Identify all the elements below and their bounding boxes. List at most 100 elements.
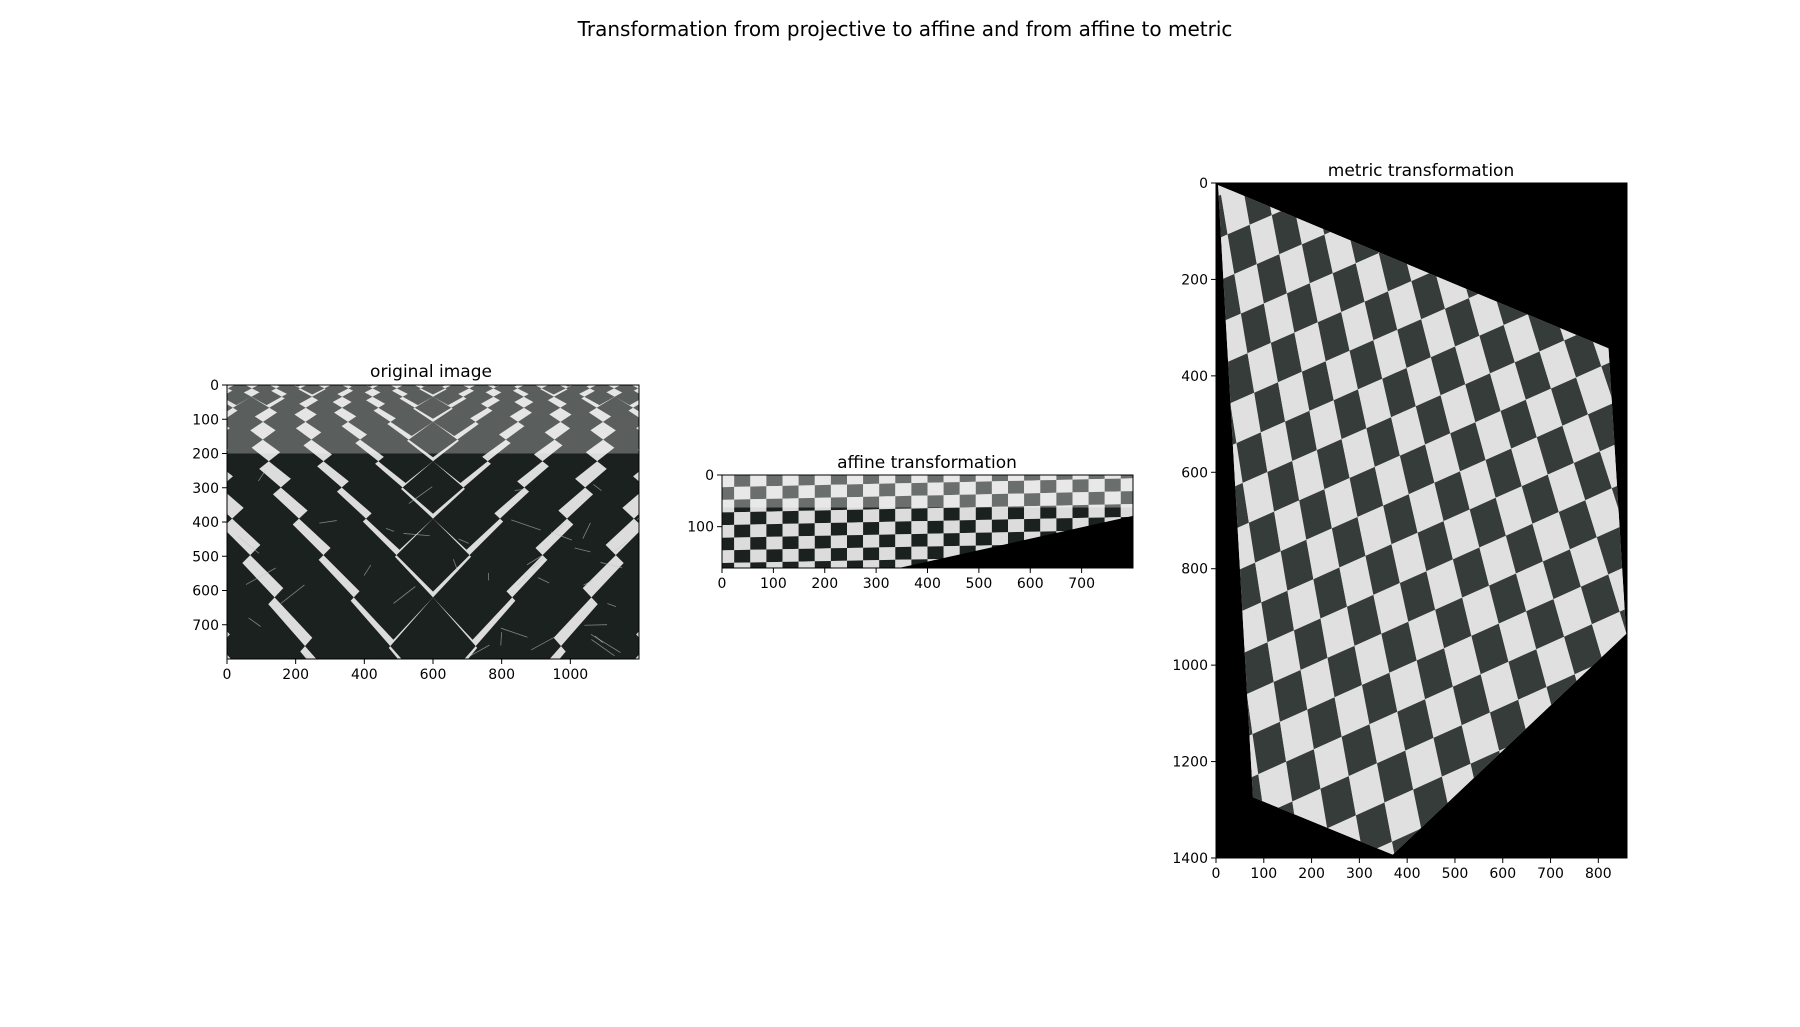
marble-vein [500,627,528,638]
checker-tile [1498,611,1537,662]
checker-tile [851,397,887,419]
checker-tile [1258,761,1293,815]
checker-tile [1348,763,1385,816]
checker-tile [1320,776,1356,829]
checker-tile [1636,550,1676,599]
checker-tile [904,382,928,394]
checker-tile [847,560,864,568]
checker-tile [959,507,976,521]
checker-tile [734,475,751,487]
checker-tile [911,508,928,522]
checker-tile [814,548,831,562]
checker-tile [1460,460,1496,510]
checker-tile [891,375,903,381]
checker-tile [975,494,992,508]
x-tick-label: 400 [351,667,378,683]
checker-tile [582,375,594,381]
checker-tile [1485,448,1522,498]
marble-vein [245,567,276,585]
checker-tile [1056,479,1073,493]
checker-tile [1325,350,1358,401]
checker-tile [847,547,864,561]
checker-tile [469,385,494,395]
checker-tile [734,562,751,568]
checker-tile [961,397,997,419]
checker-tile [34,375,46,381]
checker-tile [855,382,879,394]
marble-vein [607,603,617,607]
x-tick-label: 400 [1394,866,1421,882]
checker-tile [986,408,1029,436]
checker-tile [300,385,325,395]
checker-tile [959,481,976,495]
checker-tile [895,521,912,535]
checker-tile [782,485,799,499]
checker-tile [0,422,20,457]
checker-tile [700,422,749,457]
marble-vein [583,580,593,586]
marble-vein [514,488,526,491]
checker-tile [299,487,366,550]
checker-tile [880,382,904,394]
checker-tile [798,535,815,549]
checker-tile [165,375,177,381]
marble-vein [408,486,433,504]
checker-tile [975,475,992,482]
checker-tile [798,497,815,511]
checker-tile [1040,492,1057,506]
checker-tile [750,524,767,538]
checker-tile [145,378,163,387]
checker-tile [722,486,735,500]
checker-tile [31,519,104,592]
checker-tile [991,481,1008,495]
checker-tile [433,407,476,436]
checker-tile [284,375,296,381]
checker-tile [70,375,82,381]
checker-tile [1089,422,1138,457]
checker-tile [1688,611,1729,661]
checker-tile [1271,205,1302,255]
checker-tile [606,375,618,381]
checker-tile [857,388,887,405]
checker-tile [1056,492,1073,506]
checker-tile [1626,428,1627,477]
checker-tile [798,510,815,524]
checker-tile [127,378,145,387]
marble-vein [452,559,459,572]
checker-tile [847,496,864,510]
checker-tile [498,375,510,381]
checker-tile [130,375,142,381]
marble-vein [280,584,305,604]
checker-tile [997,397,1033,419]
checker-tile [956,378,974,387]
checker-tile [879,534,896,548]
checker-tile [534,375,546,381]
checker-tile [1415,395,1451,445]
checker-tile [1389,660,1426,712]
checker-tile [641,375,653,381]
checker-tile [1254,382,1286,433]
checker-tile [707,646,798,757]
checker-tile [1411,270,1445,320]
checker-tile [177,375,189,381]
y-tick-label: 800 [1181,562,1208,578]
checker-tile [1113,408,1156,436]
checker-tile [830,522,847,536]
checker-tile [959,494,976,508]
checker-tile [721,378,739,387]
checker-tile [1137,491,1153,504]
checker-tile [565,385,590,395]
checker-tile [665,375,677,381]
checker-tile [722,524,735,538]
checker-tile [1659,623,1700,673]
checker-tile [59,382,83,394]
checker-tile [1648,587,1688,636]
checker-tile [1278,371,1310,422]
checker-tile [1695,734,1737,784]
checker-tile [866,378,884,387]
marble-vein [537,577,550,584]
y-tick-label: 0 [210,378,219,394]
checker-tile [124,397,160,419]
checker-tile [649,378,667,387]
checker-tile [703,378,721,387]
